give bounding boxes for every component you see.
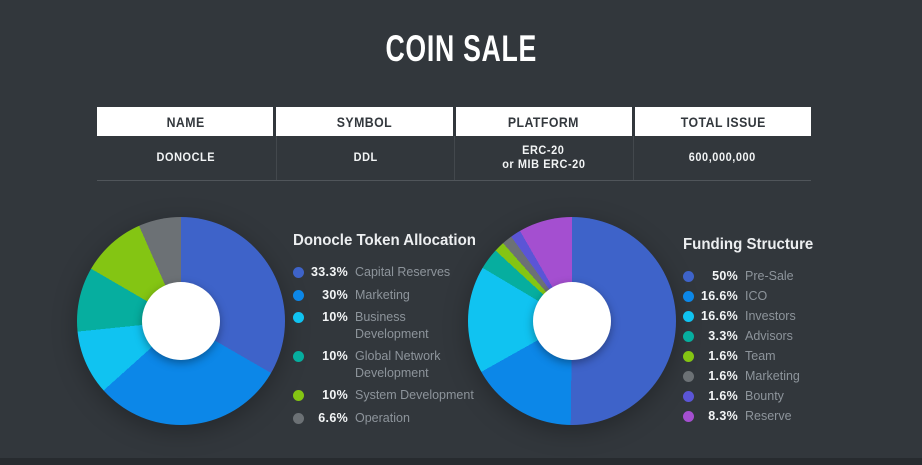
legend-item: 16.6% Investors (683, 308, 861, 325)
legend-label: Bounty (745, 389, 784, 403)
legend-label: Reserve (745, 409, 792, 423)
legend-item: 30% Marketing (293, 287, 471, 304)
legend-swatch-icon (293, 412, 304, 424)
legend-swatch-icon (293, 390, 304, 401)
legend-item: 33.3% Capital Reserves (293, 264, 471, 281)
legend-label: Team (745, 349, 776, 363)
cell-total-issue: 600,000,000 (632, 136, 812, 180)
legend-percent: 6.6% (318, 410, 348, 425)
legend-item: 8.3% Reserve (683, 408, 861, 425)
legend-label: ICO (745, 289, 768, 303)
legend-item: 1.6% Team (683, 348, 861, 365)
legend-label: Advisors (745, 329, 793, 343)
legend-title: Donocle Token Allocation (293, 232, 476, 249)
legend-swatch-icon (683, 311, 694, 322)
legend-swatch-icon (293, 351, 304, 362)
legend-percent: 10% (322, 349, 348, 363)
legend-percent: 1.6% (708, 349, 738, 363)
donut-hole (142, 282, 220, 360)
table-header-platform: PLATFORM (455, 107, 632, 136)
cell-symbol: DDL (275, 136, 455, 180)
legend-label: System Development (355, 388, 474, 402)
legend-percent: 16.6% (701, 309, 738, 323)
legend-percent: 10% (322, 310, 348, 324)
footer-strip (0, 458, 922, 465)
legend-percent: 10% (322, 388, 348, 402)
page-title: COIN SALE (385, 28, 537, 69)
token-allocation-donut-chart (77, 217, 285, 425)
legend-percent: 3.3% (708, 329, 738, 343)
token-allocation-legend: Donocle Token Allocation 33.3% Capital Re… (293, 232, 476, 432)
coin-info-table: NAME SYMBOL PLATFORM TOTAL ISSUE DONOCLE… (97, 107, 811, 181)
legend-swatch-icon (293, 312, 304, 323)
legend-swatch-icon (683, 331, 694, 342)
legend-swatch-icon (293, 289, 304, 301)
legend-percent: 8.3% (708, 409, 738, 423)
legend-percent: 1.6% (708, 369, 738, 383)
legend-label: Operation (355, 410, 410, 425)
table-header-symbol: SYMBOL (276, 107, 453, 136)
legend-label: Investors (745, 309, 796, 323)
legend-percent: 50% (712, 269, 738, 283)
legend-label: Pre-Sale (745, 269, 794, 283)
legend-item: 6.6% Operation (293, 410, 471, 427)
legend-swatch-icon (683, 351, 694, 362)
donut-hole (533, 282, 611, 360)
legend-item: 50% Pre-Sale (683, 268, 861, 285)
legend-swatch-icon (683, 391, 694, 402)
legend-item: 10% Global Network Development (293, 348, 471, 381)
legend-percent: 16.6% (701, 289, 738, 303)
legend-label: Marketing (355, 287, 410, 302)
table-header-row: NAME SYMBOL PLATFORM TOTAL ISSUE (97, 107, 811, 136)
legend-item: 1.6% Bounty (683, 388, 861, 405)
legend-item: 3.3% Advisors (683, 328, 861, 345)
table-row: DONOCLE DDL ERC-20 or MIB ERC-20 600,000… (97, 136, 811, 181)
legend-item: 10% Business Development (293, 309, 471, 342)
legend-swatch-icon (683, 271, 694, 282)
legend-label: Global Network Development (355, 349, 441, 380)
legend-title: Funding Structure (683, 236, 814, 253)
cell-name: DONOCLE (156, 152, 216, 164)
table-header-total-issue: TOTAL ISSUE (634, 107, 811, 136)
legend-swatch-icon (683, 371, 694, 382)
legend-label: Capital Reserves (355, 265, 451, 279)
legend-percent: 33.3% (311, 265, 348, 279)
funding-structure-donut-chart (468, 217, 676, 425)
legend-item: 1.6% Marketing (683, 368, 861, 385)
cell-platform: ERC-20 or MIB ERC-20 (454, 136, 633, 180)
legend-label: Marketing (745, 369, 800, 383)
legend-swatch-icon (293, 267, 304, 278)
legend-label: Business Development (355, 310, 429, 341)
legend-swatch-icon (683, 291, 694, 302)
legend-percent: 30% (322, 287, 348, 302)
table-header-name: NAME (97, 107, 274, 136)
legend-item: 10% System Development (293, 387, 474, 404)
legend-swatch-icon (683, 411, 694, 422)
funding-structure-legend: Funding Structure 50% Pre-Sale 16.6% ICO 16.… (683, 236, 861, 428)
legend-percent: 1.6% (708, 389, 738, 403)
legend-item: 16.6% ICO (683, 288, 861, 305)
